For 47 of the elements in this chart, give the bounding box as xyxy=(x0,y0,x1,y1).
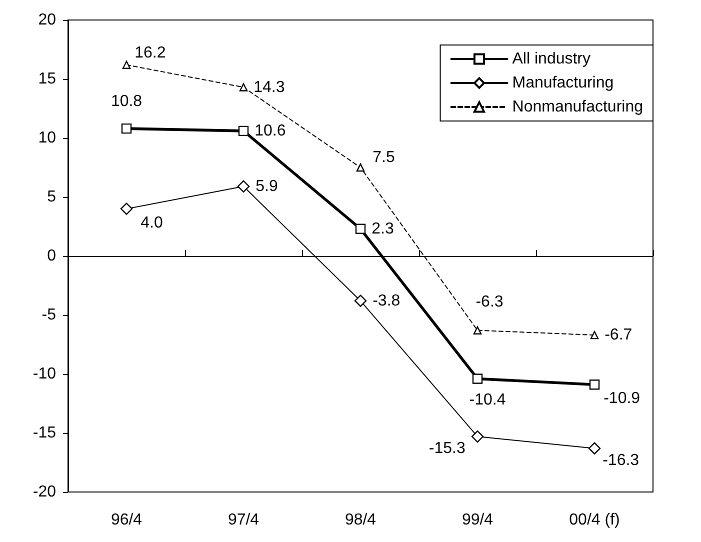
point xyxy=(238,126,249,136)
y-tick-label: -15 xyxy=(32,424,56,442)
y-tick-label: 15 xyxy=(38,70,56,88)
point xyxy=(237,180,250,192)
x-tick-label: 99/4 xyxy=(462,512,494,528)
y-tick-label: 10 xyxy=(38,130,56,146)
point xyxy=(120,202,133,215)
legend-label: All industry xyxy=(512,50,591,68)
text: -6.3 xyxy=(476,294,504,311)
x-tick-label: 00/4 (f) xyxy=(569,512,620,528)
text: -15.3 xyxy=(428,440,466,458)
text: -10.9 xyxy=(604,390,640,408)
point xyxy=(239,83,248,92)
point xyxy=(121,123,132,134)
y-tick-label: -5 xyxy=(42,306,56,324)
text: 7.5 xyxy=(372,149,395,166)
text: -3.8 xyxy=(372,292,400,310)
y-tick-label: 0 xyxy=(47,248,56,264)
point xyxy=(122,60,131,69)
text: 10.6 xyxy=(254,122,286,140)
y-tick-label: 20 xyxy=(38,12,56,28)
text: 14.3 xyxy=(254,78,285,96)
point xyxy=(473,326,482,334)
point xyxy=(354,294,367,307)
point xyxy=(471,430,484,443)
x-tick-label: 98/4 xyxy=(344,512,376,528)
text: 2.3 xyxy=(372,220,394,238)
point xyxy=(588,442,601,454)
y-tick-label: -10 xyxy=(32,366,56,382)
x-tick-label: 97/4 xyxy=(228,512,260,528)
x-tick-label: 96/4 xyxy=(110,512,142,528)
text: 5.9 xyxy=(256,178,278,195)
point xyxy=(589,380,600,390)
y-tick-label: 5 xyxy=(47,188,56,206)
y-tick-label: -20 xyxy=(32,484,56,500)
text: 4.0 xyxy=(140,214,163,232)
point xyxy=(590,330,599,340)
text: 10.8 xyxy=(110,92,142,110)
legend-label: Manufacturing xyxy=(512,74,614,92)
point xyxy=(472,374,483,384)
legend-label: Nonmanufacturing xyxy=(512,98,644,116)
text: -16.3 xyxy=(602,452,640,469)
point xyxy=(355,224,366,234)
text: -10.4 xyxy=(469,391,506,408)
text: -6.7 xyxy=(604,326,632,344)
point xyxy=(356,163,365,172)
text: 16.2 xyxy=(134,44,166,62)
